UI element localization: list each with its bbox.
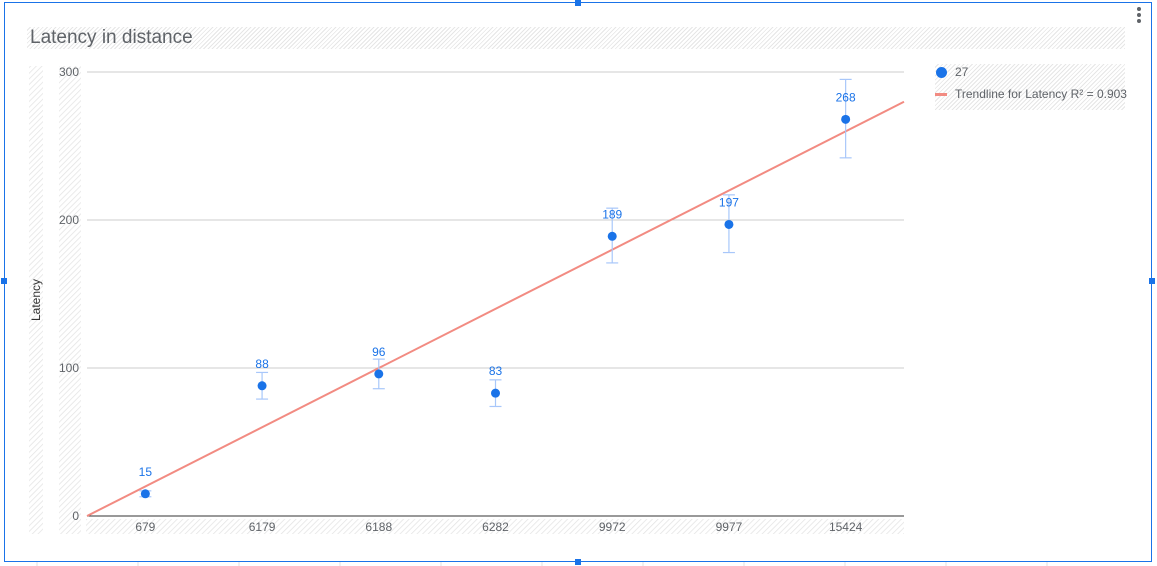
x-tick-label: 15424 bbox=[829, 520, 863, 534]
data-label: 15 bbox=[139, 465, 153, 479]
data-label: 88 bbox=[255, 357, 269, 371]
chart-title[interactable]: Latency in distance bbox=[30, 27, 193, 48]
data-point[interactable] bbox=[841, 114, 851, 124]
data-label: 268 bbox=[836, 90, 856, 104]
data-point[interactable] bbox=[491, 388, 500, 398]
title-area bbox=[27, 27, 1125, 49]
legend-label-series: 27 bbox=[955, 65, 969, 79]
x-tick-label: 6282 bbox=[482, 520, 509, 534]
legend-item-trendline[interactable]: Trendline for Latency R² = 0.903 bbox=[935, 85, 1127, 103]
resize-handle-bottom[interactable] bbox=[575, 559, 581, 565]
y-tick-label: 300 bbox=[59, 65, 79, 79]
resize-handle-left[interactable] bbox=[1, 278, 7, 284]
legend-marker-dot bbox=[936, 66, 947, 78]
data-label: 96 bbox=[372, 345, 386, 359]
legend-item-series[interactable]: 27 bbox=[935, 63, 968, 81]
data-point[interactable] bbox=[257, 381, 267, 391]
more-vert-icon[interactable] bbox=[1134, 6, 1144, 26]
data-label: 189 bbox=[602, 207, 622, 221]
legend-area bbox=[935, 64, 1125, 110]
data-point[interactable] bbox=[607, 231, 617, 241]
x-tick-label: 6179 bbox=[249, 520, 276, 534]
resize-handle-top[interactable] bbox=[575, 0, 581, 6]
legend-marker-line bbox=[935, 92, 947, 96]
x-tick-label: 9977 bbox=[716, 520, 743, 534]
data-point[interactable] bbox=[374, 369, 384, 379]
x-tick-label: 9972 bbox=[599, 520, 626, 534]
trendline[interactable] bbox=[86, 100, 905, 517]
y-tick-label: 200 bbox=[59, 213, 79, 227]
legend-label-trendline: Trendline for Latency R² = 0.903 bbox=[955, 87, 1127, 101]
x-tick-label: 6188 bbox=[365, 520, 392, 534]
y-tick-label: 0 bbox=[72, 509, 79, 523]
y-axis-title-area bbox=[29, 66, 43, 534]
data-point[interactable] bbox=[724, 219, 734, 229]
data-label: 197 bbox=[719, 195, 739, 209]
x-axis-ticks-area bbox=[86, 519, 904, 534]
y-axis-ticks-area bbox=[59, 66, 81, 534]
data-point[interactable] bbox=[140, 489, 150, 499]
y-axis-title[interactable]: Latency bbox=[29, 279, 43, 321]
x-tick-label: 679 bbox=[135, 520, 155, 534]
resize-handle-right[interactable] bbox=[1149, 278, 1155, 284]
data-label: 83 bbox=[489, 364, 503, 378]
y-tick-label: 100 bbox=[59, 361, 79, 375]
